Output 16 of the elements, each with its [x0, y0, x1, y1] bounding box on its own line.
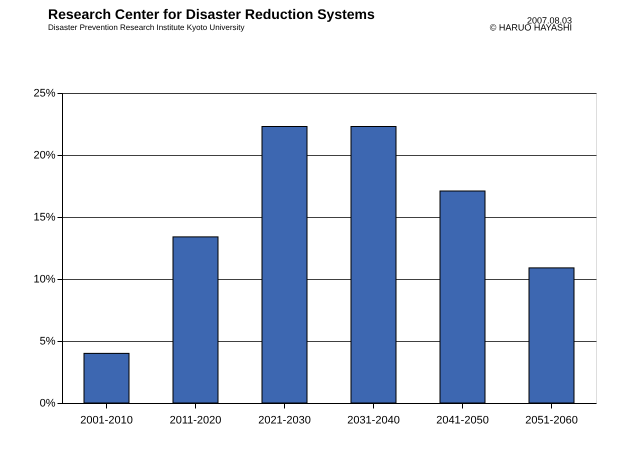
y-tick-label: 0%	[40, 398, 56, 410]
y-tick-label: 15%	[33, 212, 56, 224]
x-tick-label: 2031-2040	[347, 414, 400, 426]
x-tick-label: 2001-2010	[80, 414, 133, 426]
chart-subtitle: Disaster Prevention Research Institute Kyoto University	[48, 23, 245, 32]
text: © HARUO HAYASHI	[490, 22, 572, 32]
y-tick-label: 25%	[33, 88, 56, 100]
x-tick-label: 2021-2030	[258, 414, 311, 426]
x-tick-label: 2041-2050	[436, 414, 489, 426]
x-tick-label: 2011-2020	[170, 414, 222, 426]
chart-title: Research Center for Disaster Reduction Systems	[48, 6, 375, 22]
x-tick-label: 2051-2060	[525, 414, 578, 426]
y-tick-label: 10%	[33, 274, 56, 286]
y-tick-label: 20%	[33, 150, 56, 162]
text: 2007.08.03	[526, 16, 572, 26]
y-tick-label: 5%	[40, 336, 56, 348]
